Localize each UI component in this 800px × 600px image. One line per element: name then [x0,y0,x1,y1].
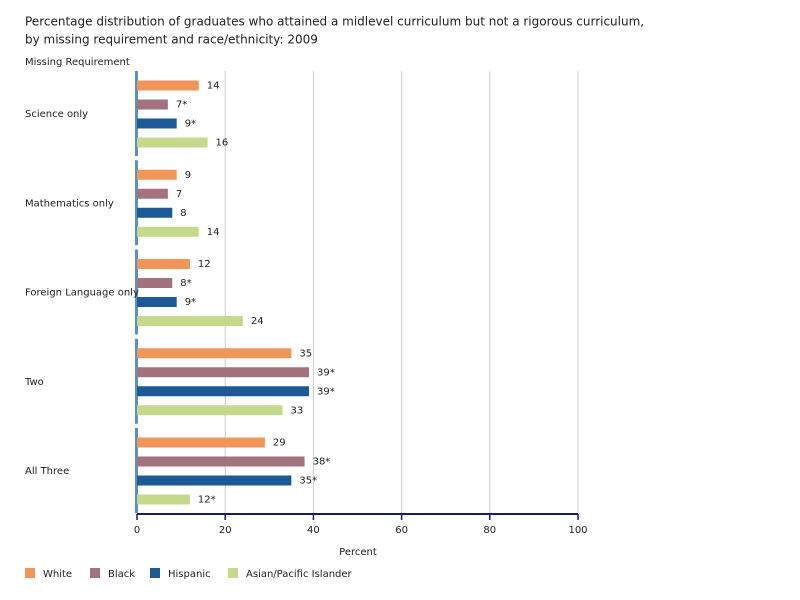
x-tick-label: 80 [483,525,496,536]
data-label: 39* [317,367,335,378]
legend-swatch [150,568,160,578]
data-label: 9 [185,170,191,181]
data-label: 33 [291,405,304,416]
y-axis-segment [135,338,138,424]
data-label: 7* [176,100,187,111]
y-axis-segment [135,249,138,335]
data-label: 14 [207,227,220,238]
data-label: 12 [198,259,211,270]
category-label: Foreign Language only [25,288,139,299]
bar [137,475,292,486]
legend-label: Black [108,569,135,580]
x-tick-label: 20 [219,525,232,536]
bar [137,348,292,359]
legend-swatch [90,568,100,578]
x-axis-label: Percent [339,547,377,558]
bar [137,118,177,129]
data-label: 29 [273,438,286,449]
data-label: 14 [207,81,220,92]
bar [137,297,177,307]
chart-title: by missing requirement and race/ethnicit… [25,33,318,47]
data-label: 8* [180,278,191,289]
bar [137,316,243,326]
bar [137,188,168,199]
data-label: 12* [198,495,216,506]
bar [137,405,283,416]
x-tick-label: 100 [568,525,587,536]
data-label: 16 [216,138,229,149]
data-label: 9* [185,297,196,308]
x-tick-label: 60 [395,525,408,536]
category-label: Two [24,377,44,388]
y-axis-segment [135,160,138,246]
y-axis-label: Missing Requirement [25,57,130,68]
legend-swatch [228,568,238,578]
legend-label: Hispanic [168,569,211,580]
data-label: 38* [313,457,331,468]
category-label: Science only [25,109,88,120]
bar [137,226,199,237]
y-axis-segment [135,71,138,156]
bar [137,437,265,448]
bar [137,169,177,180]
chart-title: Percentage distribution of graduates who… [25,15,644,29]
legend-swatch [25,568,35,578]
data-label: 35* [299,476,317,487]
category-label: All Three [25,466,69,477]
bar [137,456,305,467]
legend-label: Asian/Pacific Islander [246,569,353,580]
data-label: 35 [299,348,312,359]
legend-label: White [43,569,72,580]
data-label: 8 [180,208,186,219]
bar [137,494,190,505]
y-axis-segment [135,428,138,513]
bar [137,99,168,110]
data-label: 39* [317,386,335,397]
data-label: 7 [176,189,182,200]
bar [137,80,199,91]
bar [137,367,309,378]
x-tick-label: 0 [134,525,140,536]
bar [137,386,309,397]
bar [137,259,190,269]
data-label: 24 [251,316,264,327]
category-label: Mathematics only [25,198,114,209]
bar [137,278,173,288]
bar [137,137,208,148]
x-tick-label: 40 [307,525,320,536]
bar [137,207,173,218]
data-label: 9* [185,119,196,130]
